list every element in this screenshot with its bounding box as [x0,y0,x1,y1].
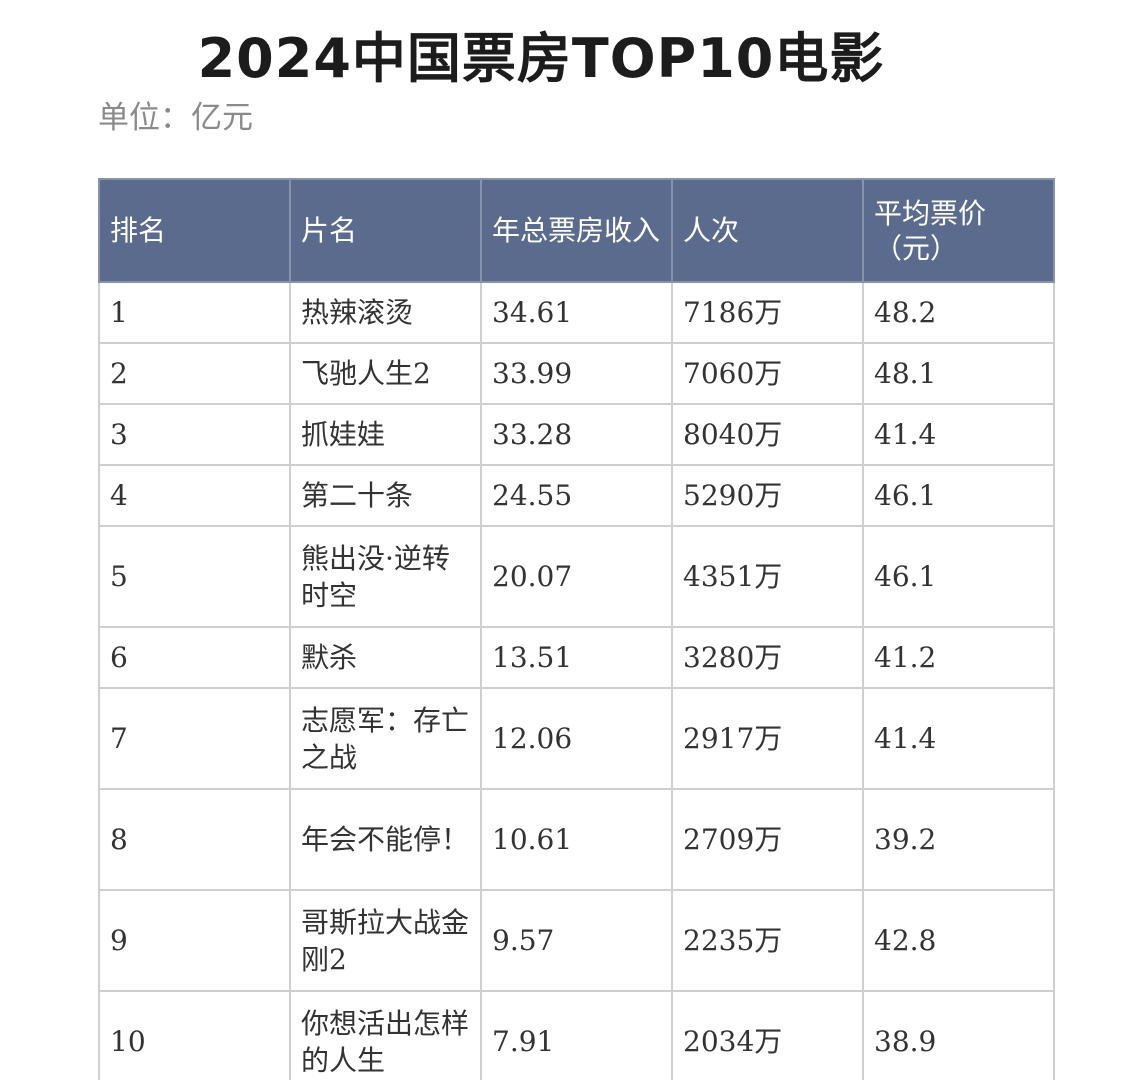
cell-rank: 7 [98,687,291,790]
cell-rank: 9 [98,889,291,992]
cell-revenue: 33.28 [480,403,673,466]
cell-avg-price: 48.1 [862,342,1055,405]
cell-revenue: 34.61 [480,281,673,344]
page-title: 2024中国票房TOP10电影 [197,27,885,90]
box-office-table: 排名 片名 年总票房收入 人次 平均票价（元） 1 热辣滚烫 34.61 718… [98,178,1055,1080]
cell-rank: 4 [98,464,291,527]
cell-admissions: 2917万 [671,687,864,790]
header-admissions: 人次 [671,178,864,283]
cell-avg-price: 41.4 [862,687,1055,790]
cell-film: 第二十条 [289,464,482,527]
cell-avg-price: 38.9 [862,990,1055,1080]
cell-avg-price: 48.2 [862,281,1055,344]
table-row: 2 飞驰人生2 33.99 7060万 48.1 [98,342,1055,405]
header-revenue: 年总票房收入 [480,178,673,283]
cell-admissions: 3280万 [671,626,864,689]
cell-film: 热辣滚烫 [289,281,482,344]
cell-avg-price: 46.1 [862,464,1055,527]
cell-admissions: 4351万 [671,525,864,628]
cell-film: 志愿军：存亡之战 [289,687,482,790]
header-film: 片名 [289,178,482,283]
table-header-row: 排名 片名 年总票房收入 人次 平均票价（元） [98,178,1055,283]
cell-admissions: 2235万 [671,889,864,992]
table-row: 4 第二十条 24.55 5290万 46.1 [98,464,1055,527]
unit-label: 单位：亿元 [98,100,253,136]
table-row: 10 你想活出怎样的人生 7.91 2034万 38.9 [98,990,1055,1080]
table-row: 9 哥斯拉大战金刚2 9.57 2235万 42.8 [98,889,1055,992]
cell-film: 哥斯拉大战金刚2 [289,889,482,992]
table-row: 7 志愿军：存亡之战 12.06 2917万 41.4 [98,687,1055,790]
cell-avg-price: 41.4 [862,403,1055,466]
cell-avg-price: 42.8 [862,889,1055,992]
cell-revenue: 10.61 [480,788,673,891]
table-row: 3 抓娃娃 33.28 8040万 41.4 [98,403,1055,466]
cell-revenue: 24.55 [480,464,673,527]
cell-rank: 6 [98,626,291,689]
cell-admissions: 2034万 [671,990,864,1080]
cell-rank: 10 [98,990,291,1080]
cell-rank: 5 [98,525,291,628]
table-row: 1 热辣滚烫 34.61 7186万 48.2 [98,281,1055,344]
table-row: 5 熊出没·逆转时空 20.07 4351万 46.1 [98,525,1055,628]
header-rank: 排名 [98,178,291,283]
cell-revenue: 20.07 [480,525,673,628]
cell-admissions: 5290万 [671,464,864,527]
cell-admissions: 7060万 [671,342,864,405]
cell-film: 飞驰人生2 [289,342,482,405]
cell-avg-price: 39.2 [862,788,1055,891]
cell-revenue: 12.06 [480,687,673,790]
cell-film: 年会不能停！ [289,788,482,891]
header-avg-price: 平均票价（元） [862,178,1055,283]
cell-revenue: 13.51 [480,626,673,689]
cell-film: 默杀 [289,626,482,689]
cell-avg-price: 46.1 [862,525,1055,628]
cell-admissions: 7186万 [671,281,864,344]
cell-rank: 3 [98,403,291,466]
cell-admissions: 8040万 [671,403,864,466]
cell-revenue: 33.99 [480,342,673,405]
cell-film: 抓娃娃 [289,403,482,466]
cell-film: 你想活出怎样的人生 [289,990,482,1080]
cell-rank: 1 [98,281,291,344]
cell-revenue: 9.57 [480,889,673,992]
cell-rank: 2 [98,342,291,405]
cell-avg-price: 41.2 [862,626,1055,689]
cell-admissions: 2709万 [671,788,864,891]
table-row: 8 年会不能停！ 10.61 2709万 39.2 [98,788,1055,891]
cell-film: 熊出没·逆转时空 [289,525,482,628]
cell-revenue: 7.91 [480,990,673,1080]
cell-rank: 8 [98,788,291,891]
table-row: 6 默杀 13.51 3280万 41.2 [98,626,1055,689]
